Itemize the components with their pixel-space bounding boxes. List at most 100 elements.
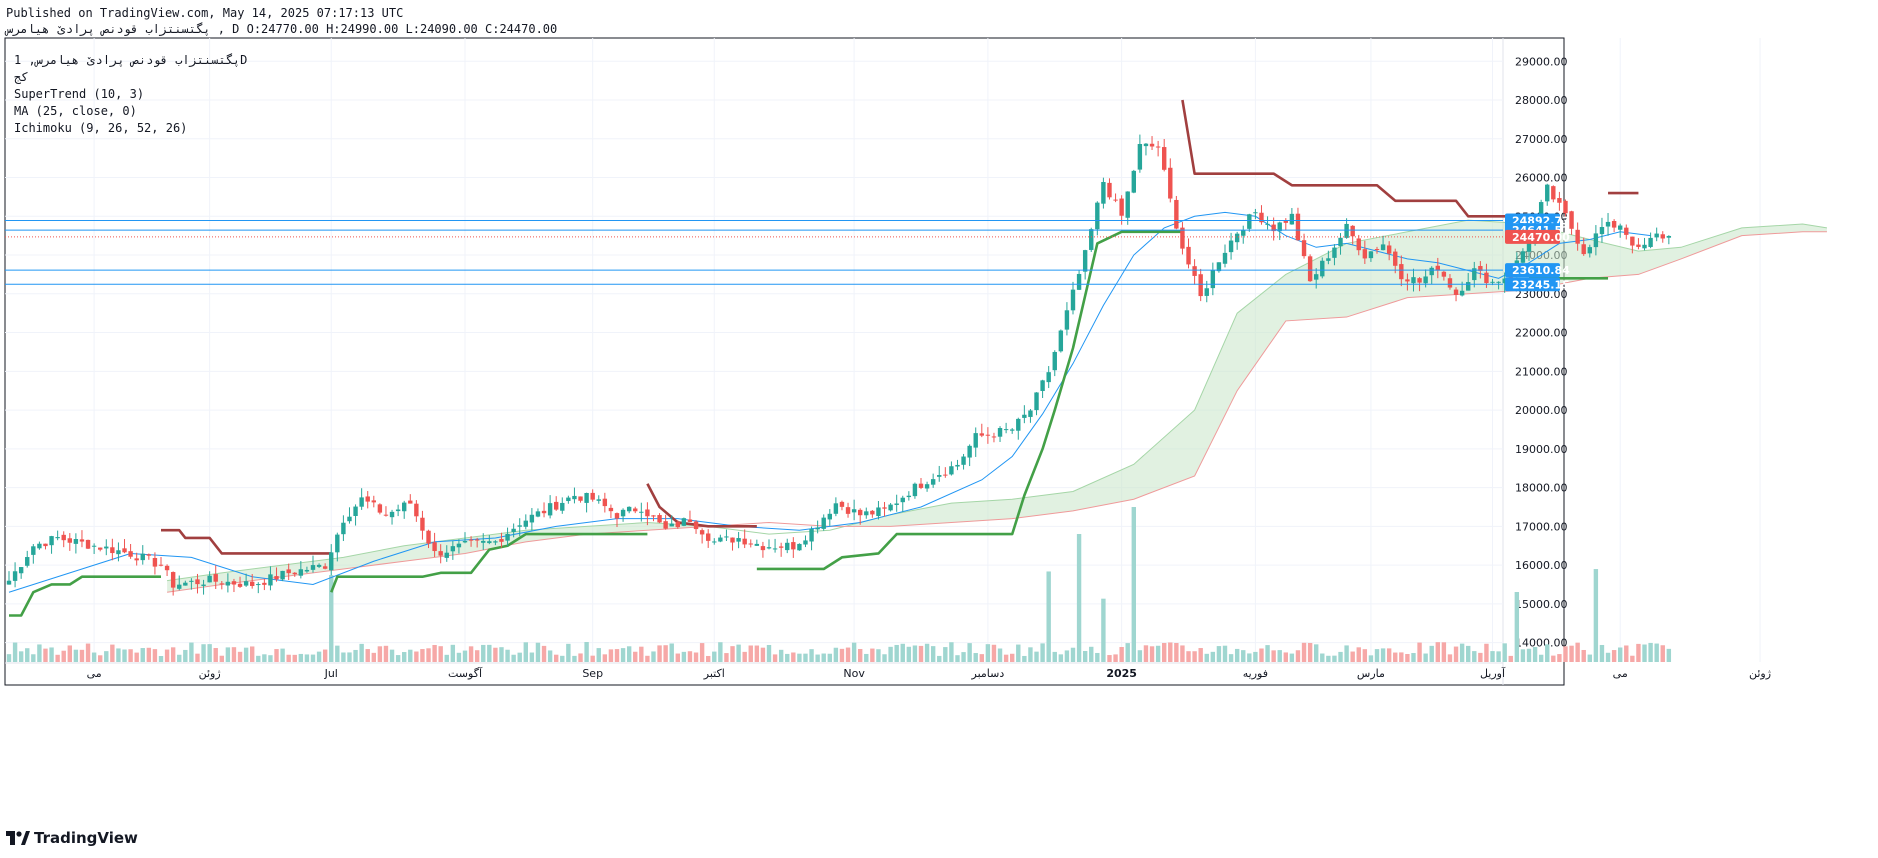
- volume-bar: [1642, 644, 1647, 662]
- candle-body: [864, 511, 869, 516]
- candle-body: [110, 547, 115, 554]
- candle-body: [98, 547, 103, 550]
- volume-bar: [1350, 651, 1355, 662]
- volume-bar: [1107, 655, 1112, 662]
- volume-bar: [1380, 648, 1386, 662]
- volume-bar: [541, 645, 547, 662]
- volume-bar: [414, 651, 419, 662]
- volume-bar: [335, 645, 340, 662]
- candle-body: [456, 543, 462, 548]
- volume-bar: [1295, 650, 1301, 662]
- volume-bar: [614, 649, 620, 662]
- candle-body: [1399, 264, 1404, 280]
- volume-bar: [1386, 648, 1392, 662]
- volume-bar: [1374, 649, 1380, 662]
- volume-bar: [146, 647, 152, 662]
- volume-bar: [1605, 652, 1611, 662]
- volume-bar: [31, 654, 36, 662]
- volume-bar: [322, 649, 328, 662]
- volume-bar: [1070, 647, 1076, 662]
- volume-bar: [158, 655, 164, 662]
- volume-bar: [79, 649, 85, 662]
- candle-body: [1429, 267, 1434, 276]
- candle-body: [912, 483, 918, 497]
- volume-bar: [1174, 642, 1179, 662]
- volume-bar: [1611, 650, 1617, 662]
- x-tick-label: دسامبر: [971, 667, 1005, 680]
- candle-body: [195, 579, 200, 585]
- volume-bar: [858, 648, 863, 662]
- volume-bar: [566, 643, 571, 662]
- volume-bar: [821, 653, 826, 662]
- volume-bar: [359, 643, 364, 662]
- candle-body: [438, 551, 443, 556]
- candle-body: [1581, 244, 1586, 255]
- volume-bar: [347, 652, 352, 662]
- candle-body: [280, 570, 285, 580]
- candle-body: [1338, 237, 1343, 247]
- volume-bar: [1429, 645, 1434, 662]
- legend-ichimoku[interactable]: Ichimoku (9, 26, 52, 26): [14, 121, 188, 135]
- candle-body: [116, 550, 121, 555]
- candle-body: [511, 528, 516, 532]
- candle-body: [1283, 220, 1288, 223]
- volume-bar: [1362, 649, 1368, 662]
- candle-body: [1058, 330, 1064, 352]
- volume-bar: [1356, 647, 1361, 662]
- legend-ma[interactable]: MA (25, close, 0): [14, 104, 137, 118]
- volume-bar: [61, 650, 66, 662]
- volume-bar: [1466, 645, 1471, 662]
- volume-bar: [1666, 648, 1672, 662]
- supertrend-line: [161, 528, 332, 555]
- candle-body: [1198, 274, 1203, 297]
- candle-body: [639, 511, 644, 513]
- candle-body: [894, 503, 899, 505]
- candle-body: [1538, 202, 1544, 221]
- candle-body: [1642, 244, 1647, 249]
- volume-bar: [183, 649, 188, 662]
- volume-bar: [383, 645, 389, 662]
- candle-body: [1605, 221, 1611, 227]
- candle-body: [833, 503, 839, 514]
- candle-body: [645, 509, 650, 517]
- candle-body: [1131, 170, 1136, 193]
- volume-bar: [1472, 651, 1477, 662]
- volume-bar: [1636, 643, 1641, 662]
- candle-body: [1332, 247, 1337, 258]
- candle-body: [286, 569, 291, 574]
- volume-bar: [1545, 644, 1550, 662]
- volume-bar: [189, 642, 194, 662]
- volume-bar: [456, 652, 462, 662]
- candle-body: [474, 539, 480, 541]
- candle-body: [414, 503, 419, 517]
- level-tag-label: 23610.84: [1512, 264, 1570, 277]
- volume-bar: [1508, 655, 1513, 662]
- volume-bar: [706, 655, 711, 662]
- candle-body: [1155, 146, 1161, 148]
- volume-bar: [1058, 654, 1064, 662]
- volume-bar: [1040, 643, 1045, 662]
- candle-body: [918, 483, 924, 488]
- candle-body: [395, 509, 401, 512]
- x-tick-label: می: [1613, 667, 1628, 680]
- volume-bar: [195, 653, 200, 662]
- ichimoku-span-b: [167, 231, 1827, 593]
- volume-bar: [268, 655, 273, 662]
- y-tick-label: 22000.00: [1515, 327, 1568, 340]
- tradingview-logo: TradingView: [6, 829, 138, 847]
- volume-bar: [6, 654, 12, 662]
- candle-body: [1064, 310, 1070, 330]
- legend-supertrend[interactable]: SuperTrend (10, 3): [14, 87, 145, 101]
- volume-bar: [687, 651, 693, 662]
- candle-body: [158, 564, 164, 566]
- candle-body: [845, 507, 851, 514]
- volume-bar: [1010, 653, 1015, 662]
- candle-body: [347, 516, 352, 522]
- volume-bar: [1575, 642, 1580, 662]
- candle-body: [791, 542, 796, 550]
- candle-body: [1362, 249, 1368, 259]
- candle-body: [1459, 290, 1465, 296]
- candle-body: [900, 497, 905, 503]
- candle-body: [25, 557, 30, 566]
